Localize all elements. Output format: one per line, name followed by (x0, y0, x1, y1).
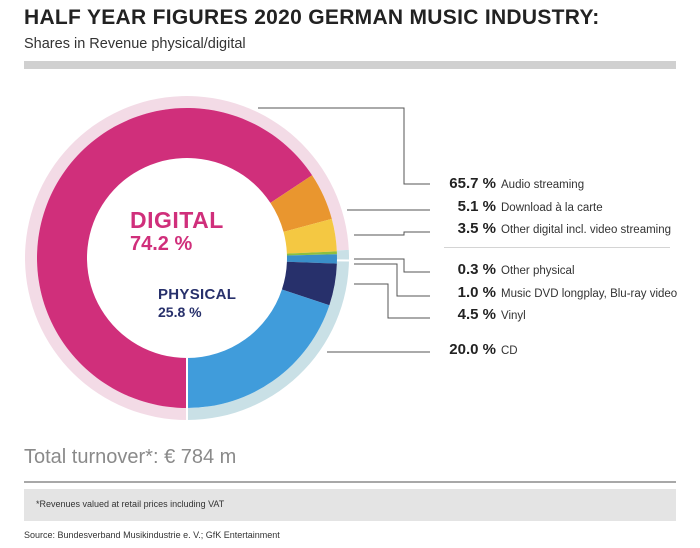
legend-value: 20.0 % (449, 341, 496, 358)
legend-label: CD (501, 345, 518, 357)
digital-percentage: 74.2 % (130, 233, 193, 255)
legend-item-download: 5.1 % Download à la carte (440, 198, 603, 216)
legend-label: Other physical (501, 265, 575, 277)
legend-item-vinyl: 4.5 % Vinyl (440, 306, 526, 324)
slice-audio-streaming (36, 108, 313, 408)
leader-line (354, 283, 430, 319)
leader-line (258, 107, 430, 185)
legend-label: Vinyl (501, 310, 526, 322)
slice-vinyl (281, 261, 337, 306)
leader-line (354, 263, 430, 297)
source-note: Source: Bundesverband Musikindustrie e. … (24, 530, 280, 540)
legend-item-cd: 20.0 % CD (440, 341, 518, 359)
legend-item-audio-streaming: 65.7 % Audio streaming (440, 175, 584, 193)
legend-value: 5.1 % (457, 198, 496, 215)
legend-label: Download à la carte (501, 202, 603, 214)
legend-item-music-dvd: 1.0 % Music DVD longplay, Blu-ray video (440, 284, 678, 302)
slice-cd (186, 289, 330, 408)
physical-percentage: 25.8 % (158, 304, 202, 320)
leader-line (354, 258, 430, 273)
legend-divider (444, 247, 670, 248)
footnote: *Revenues valued at retail prices includ… (36, 499, 225, 509)
footer-divider (24, 481, 676, 483)
legend-value: 65.7 % (449, 175, 496, 192)
group-ring-physical (187, 249, 349, 420)
legend-value: 0.3 % (457, 261, 496, 278)
legend-label: Music DVD longplay, Blu-ray video (501, 288, 678, 300)
legend-item-other-physical: 0.3 % Other physical (440, 261, 575, 279)
legend-label: Other digital incl. video streaming (501, 224, 672, 236)
chart-subtitle: Shares in Revenue physical/digital (24, 36, 246, 52)
physical-label: PHYSICAL (158, 286, 237, 303)
legend-value: 4.5 % (457, 306, 496, 323)
legend-value: 1.0 % (457, 284, 496, 301)
slice-other-physical (286, 251, 337, 256)
slice-download-la-carte (270, 175, 332, 232)
legend-item-other-digital: 3.5 % Other digital incl. video streamin… (440, 220, 671, 238)
legend-label: Audio streaming (501, 179, 585, 191)
chart-title: HALF YEAR FIGURES 2020 GERMAN MUSIC INDU… (24, 6, 600, 29)
digital-label: DIGITAL (130, 207, 224, 233)
header-divider (24, 61, 676, 69)
legend-value: 3.5 % (457, 220, 496, 237)
footnote-box: *Revenues valued at retail prices includ… (24, 489, 676, 521)
slice-music-dvd-longplay-blu-ray-video (286, 254, 338, 264)
leader-line (354, 231, 430, 236)
slice-other-digital-incl-video-streaming (283, 218, 337, 254)
total-turnover: Total turnover*: € 784 m (24, 446, 237, 468)
